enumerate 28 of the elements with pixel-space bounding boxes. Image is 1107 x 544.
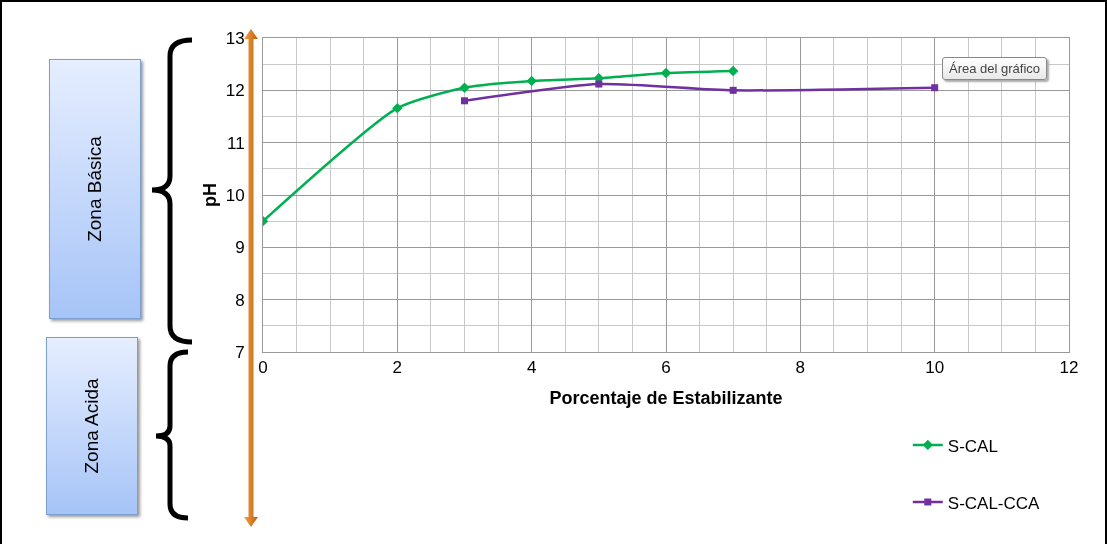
x-tick-label: 0	[258, 358, 268, 378]
y-tick-label: 9	[235, 238, 245, 258]
x-tick-label: 4	[526, 358, 537, 378]
y-tick-label: 8	[235, 290, 245, 310]
point	[595, 80, 603, 88]
point	[526, 75, 537, 87]
x-tick-label: 2	[392, 358, 403, 378]
legend-label: S-CAL	[947, 436, 998, 456]
y-tick-label: 11	[226, 133, 245, 153]
point	[931, 84, 939, 92]
y-tick-label: 13	[225, 28, 245, 48]
y-tick-label: 7	[235, 342, 245, 362]
annotation: Área del gráfico	[949, 61, 1041, 76]
point	[461, 97, 468, 105]
y-tick-label: 10	[225, 185, 245, 205]
x-tick-label: 8	[795, 358, 806, 378]
x-tick-label: 12	[1059, 358, 1079, 378]
x-tick-label: 6	[661, 358, 671, 378]
legend-label: S-CAL-CCA	[947, 493, 1041, 513]
y-tick-label: 12	[225, 81, 245, 101]
x-tick-label: 10	[925, 358, 945, 378]
point	[392, 102, 403, 114]
y-axis-title: pH	[199, 183, 220, 207]
point	[729, 86, 737, 94]
text: Zona Acida	[81, 378, 103, 474]
point	[459, 82, 470, 93]
x-axis-title: Porcentaje de Estabilizante	[549, 387, 783, 408]
text: Zona Básica	[84, 136, 106, 242]
